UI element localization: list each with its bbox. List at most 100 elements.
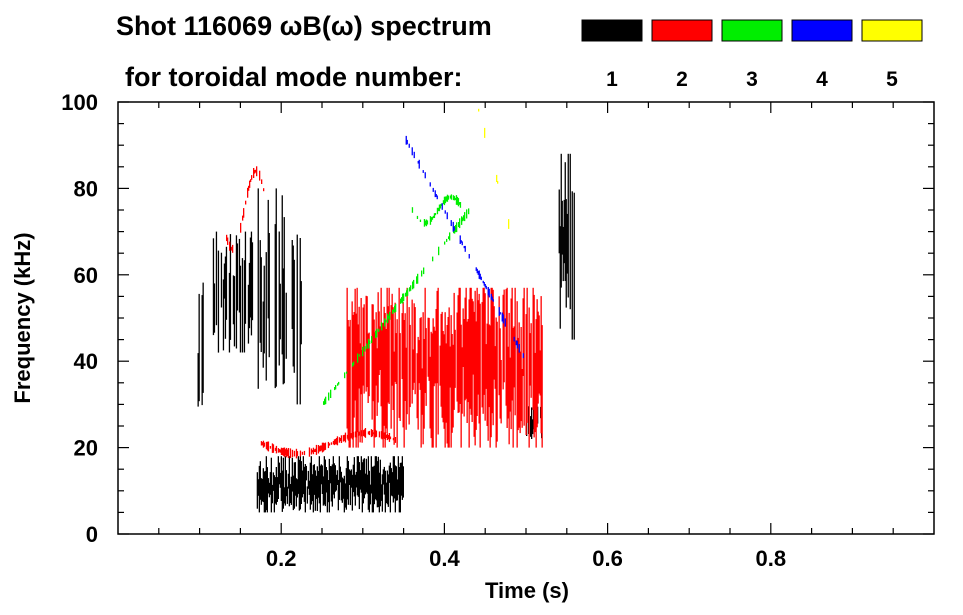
spectrum-point-mode-1	[283, 217, 285, 384]
spectrum-point-mode-3	[461, 216, 463, 225]
x-tick-labels: 0.2 0.4 0.6 0.8	[266, 546, 786, 571]
spectrum-point-mode-2	[411, 299, 413, 404]
spectrum-point-mode-5	[484, 127, 486, 138]
spectrum-point-mode-2	[449, 346, 451, 388]
spectrum-point-mode-3	[457, 198, 460, 207]
spectrum-point-mode-1	[344, 483, 346, 508]
spectrum-point-mode-1	[270, 457, 272, 513]
spectrum-point-mode-1	[282, 268, 284, 385]
spectrum-point-mode-2	[226, 234, 228, 242]
spectrum-point-mode-3	[407, 288, 409, 296]
spectrum-point-mode-1	[382, 469, 384, 485]
spectrum-point-mode-2	[296, 451, 299, 457]
spectrum-point-mode-1	[247, 284, 250, 344]
spectrum-point-mode-4	[504, 318, 506, 327]
spectrum-point-mode-2	[487, 287, 489, 441]
spectrum-point-mode-1	[307, 470, 309, 489]
spectrum-point-mode-3	[417, 273, 419, 284]
spectrum-point-mode-1	[332, 456, 334, 495]
spectrum-point-mode-2	[360, 430, 363, 437]
spectrum-point-mode-1	[298, 459, 300, 511]
y-tick-label: 80	[74, 176, 98, 201]
spectrum-point-mode-2	[518, 322, 520, 428]
spectrum-point-mode-2	[420, 317, 422, 448]
spectrum-point-mode-2	[335, 438, 338, 445]
spectrum-point-mode-2	[266, 441, 269, 451]
spectrum-point-mode-1	[276, 477, 278, 502]
spectrum-point-mode-3	[456, 222, 458, 233]
spectrum-point-mode-1	[373, 465, 375, 505]
spectrum-point-mode-2	[375, 430, 378, 437]
spectrum-point-mode-2	[371, 304, 373, 420]
spectrum-point-mode-4	[475, 267, 477, 271]
spectrum-point-mode-3	[385, 319, 387, 323]
spectrum-point-mode-1	[322, 476, 324, 506]
spectrum-point-mode-1	[384, 470, 386, 513]
region-n1-burst-early	[197, 282, 204, 407]
spectrum-point-mode-2	[424, 287, 426, 393]
spectrum-point-mode-2	[452, 344, 454, 428]
spectrum-point-mode-1	[342, 478, 344, 499]
spectrum-point-mode-2	[511, 287, 513, 401]
spectrum-point-mode-2	[502, 294, 504, 390]
spectrum-point-mode-1	[362, 459, 364, 504]
spectrum-point-mode-1	[333, 463, 335, 499]
spectrum-point-mode-4	[488, 288, 490, 298]
spectrum-point-mode-2	[343, 434, 346, 441]
spectrum-point-mode-1	[263, 471, 265, 513]
spectrum-point-mode-2	[507, 346, 509, 419]
spectrum-point-mode-1	[289, 484, 291, 503]
spectrum-point-mode-4	[478, 270, 480, 279]
spectrum-point-mode-1	[375, 456, 377, 501]
spectrum-point-mode-2	[330, 442, 333, 445]
spectrum-point-mode-2	[260, 441, 263, 446]
spectrum-point-mode-2	[344, 432, 347, 443]
spectrum-point-mode-1	[376, 461, 378, 508]
spectrum-point-mode-1	[368, 470, 370, 513]
spectrum-data	[197, 108, 575, 513]
spectrum-point-mode-4	[424, 172, 426, 179]
spectrum-point-mode-2	[482, 287, 484, 414]
spectrum-point-mode-3	[410, 285, 412, 291]
spectrum-point-mode-4	[405, 135, 407, 145]
x-axis-label: Time (s)	[485, 578, 569, 603]
spectrum-point-mode-4	[483, 282, 485, 286]
spectrum-point-mode-1	[402, 466, 404, 498]
spectrum-point-mode-2	[360, 298, 362, 395]
spectrum-point-mode-1	[281, 195, 283, 355]
spectrum-point-mode-2	[254, 169, 256, 174]
spectrum-point-mode-1	[198, 293, 200, 402]
spectrum-point-mode-2	[262, 440, 265, 448]
spectrum-point-mode-4	[453, 226, 455, 231]
spectrum-point-mode-4	[417, 161, 419, 164]
spectrum-point-mode-1	[229, 234, 232, 340]
spectrum-point-mode-4	[436, 195, 438, 200]
spectrum-point-mode-1	[299, 238, 301, 405]
spectrum-point-mode-2	[476, 287, 478, 416]
spectrum-point-mode-1	[259, 240, 261, 343]
spectrum-point-mode-2	[286, 449, 289, 457]
spectrum-point-mode-1	[269, 472, 271, 495]
spectrum-point-mode-2	[245, 200, 247, 205]
spectrum-point-mode-2	[380, 287, 382, 407]
spectrum-point-mode-4	[408, 143, 410, 148]
spectrum-point-mode-1	[566, 213, 568, 274]
spectrum-point-mode-1	[378, 472, 380, 513]
spectrum-point-mode-4	[422, 170, 424, 173]
spectrum-point-mode-2	[488, 324, 490, 408]
spectrum-point-mode-2	[516, 301, 518, 448]
spectrum-point-mode-2	[481, 302, 483, 408]
spectrum-point-mode-1	[350, 469, 352, 488]
spectrum-point-mode-3	[432, 256, 434, 262]
spectrum-point-mode-3	[324, 398, 326, 405]
spectrum-point-mode-3	[395, 303, 397, 312]
spectrum-point-mode-2	[372, 304, 374, 402]
spectrum-point-mode-3	[362, 346, 364, 357]
spectrum-point-mode-2	[498, 296, 500, 396]
spectrum-point-mode-1	[374, 456, 376, 500]
spectrum-point-mode-2	[489, 325, 491, 448]
spectrum-point-mode-2	[340, 435, 343, 443]
legend-swatch-mode-5	[861, 19, 923, 42]
x-tick-label: 0.8	[756, 546, 787, 571]
spectrum-point-mode-1	[220, 252, 223, 308]
